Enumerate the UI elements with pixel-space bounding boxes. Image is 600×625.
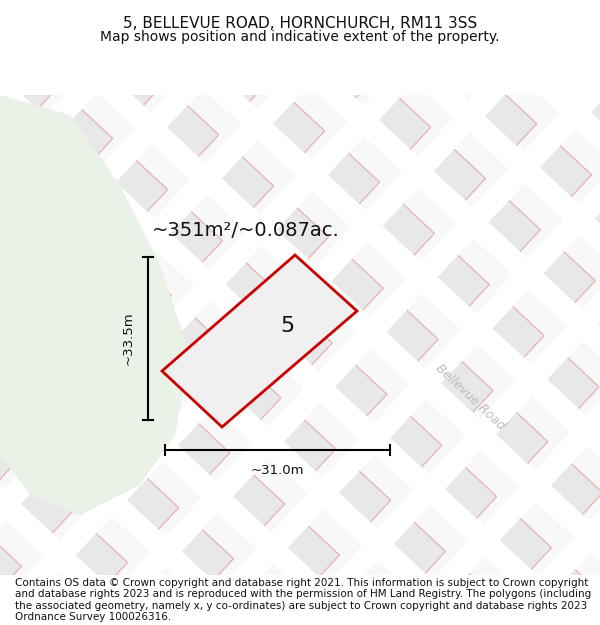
- Polygon shape: [107, 256, 171, 319]
- Polygon shape: [166, 413, 230, 476]
- Polygon shape: [480, 296, 544, 359]
- Polygon shape: [49, 99, 113, 162]
- Polygon shape: [351, 339, 600, 625]
- Polygon shape: [169, 519, 233, 582]
- Polygon shape: [49, 0, 600, 559]
- Polygon shape: [593, 504, 600, 568]
- Polygon shape: [260, 91, 325, 154]
- Polygon shape: [356, 0, 600, 229]
- Text: ~33.5m: ~33.5m: [121, 312, 134, 365]
- Polygon shape: [515, 493, 600, 625]
- Text: ~351m²/~0.087ac.: ~351m²/~0.087ac.: [152, 221, 340, 239]
- Polygon shape: [487, 508, 551, 571]
- Polygon shape: [45, 0, 109, 56]
- Polygon shape: [476, 190, 541, 253]
- Polygon shape: [0, 38, 600, 625]
- Polygon shape: [515, 493, 600, 625]
- Polygon shape: [0, 312, 364, 625]
- Polygon shape: [356, 0, 600, 229]
- Text: 5, BELLEVUE ROAD, HORNCHURCH, RM11 3SS: 5, BELLEVUE ROAD, HORNCHURCH, RM11 3SS: [123, 16, 477, 31]
- Polygon shape: [524, 29, 588, 92]
- Polygon shape: [76, 84, 600, 625]
- Polygon shape: [52, 205, 116, 268]
- Polygon shape: [241, 237, 600, 625]
- Polygon shape: [158, 201, 223, 264]
- Polygon shape: [151, 0, 600, 449]
- Polygon shape: [491, 614, 555, 625]
- Polygon shape: [22, 32, 600, 625]
- Polygon shape: [590, 398, 600, 461]
- Polygon shape: [279, 621, 343, 625]
- Polygon shape: [0, 0, 377, 450]
- Polygon shape: [575, 0, 600, 38]
- Polygon shape: [151, 0, 215, 52]
- Polygon shape: [0, 148, 517, 625]
- Polygon shape: [418, 33, 482, 96]
- Polygon shape: [586, 292, 600, 356]
- Text: Contains OS data © Crown copyright and database right 2021. This information is : Contains OS data © Crown copyright and d…: [15, 578, 591, 622]
- Polygon shape: [100, 44, 164, 107]
- Polygon shape: [131, 135, 600, 625]
- Polygon shape: [304, 0, 600, 284]
- Polygon shape: [186, 186, 600, 625]
- Text: 5: 5: [280, 316, 294, 336]
- Polygon shape: [202, 0, 600, 394]
- Polygon shape: [206, 41, 270, 103]
- Polygon shape: [217, 358, 281, 421]
- Polygon shape: [103, 150, 167, 213]
- Polygon shape: [115, 468, 179, 531]
- Polygon shape: [0, 102, 7, 166]
- Polygon shape: [0, 0, 432, 501]
- Polygon shape: [535, 348, 599, 410]
- Polygon shape: [0, 93, 568, 625]
- Polygon shape: [326, 461, 391, 524]
- Polygon shape: [0, 93, 568, 625]
- Polygon shape: [458, 0, 600, 120]
- Polygon shape: [538, 453, 600, 516]
- Polygon shape: [241, 237, 600, 625]
- Polygon shape: [0, 48, 58, 111]
- Polygon shape: [296, 288, 600, 625]
- Polygon shape: [186, 186, 600, 625]
- Polygon shape: [351, 339, 600, 625]
- Polygon shape: [220, 464, 284, 528]
- Polygon shape: [304, 0, 600, 284]
- Polygon shape: [0, 312, 364, 625]
- Polygon shape: [407, 0, 600, 174]
- Polygon shape: [316, 142, 380, 206]
- Polygon shape: [0, 314, 14, 378]
- Polygon shape: [8, 472, 73, 535]
- Polygon shape: [469, 0, 533, 41]
- Polygon shape: [0, 154, 62, 217]
- Polygon shape: [162, 308, 226, 370]
- Polygon shape: [49, 0, 600, 559]
- Polygon shape: [460, 442, 600, 625]
- Polygon shape: [367, 88, 431, 151]
- Polygon shape: [63, 523, 128, 586]
- Polygon shape: [0, 0, 487, 552]
- Polygon shape: [96, 0, 160, 1]
- Polygon shape: [224, 571, 289, 625]
- Polygon shape: [151, 0, 600, 449]
- Polygon shape: [12, 578, 76, 625]
- Polygon shape: [407, 0, 600, 174]
- Polygon shape: [0, 0, 542, 603]
- Polygon shape: [311, 37, 376, 99]
- Text: Map shows position and indicative extent of the property.: Map shows position and indicative extent…: [100, 30, 500, 44]
- Polygon shape: [213, 253, 277, 316]
- Polygon shape: [56, 311, 120, 374]
- Polygon shape: [531, 241, 595, 304]
- Polygon shape: [370, 194, 434, 257]
- Polygon shape: [5, 366, 69, 429]
- Polygon shape: [0, 95, 190, 515]
- Polygon shape: [0, 95, 190, 515]
- Text: Bellevue Road: Bellevue Road: [433, 362, 507, 432]
- Polygon shape: [433, 457, 497, 520]
- Polygon shape: [363, 0, 427, 45]
- Polygon shape: [0, 0, 322, 399]
- Polygon shape: [0, 0, 322, 399]
- Polygon shape: [154, 95, 219, 158]
- Polygon shape: [111, 362, 175, 425]
